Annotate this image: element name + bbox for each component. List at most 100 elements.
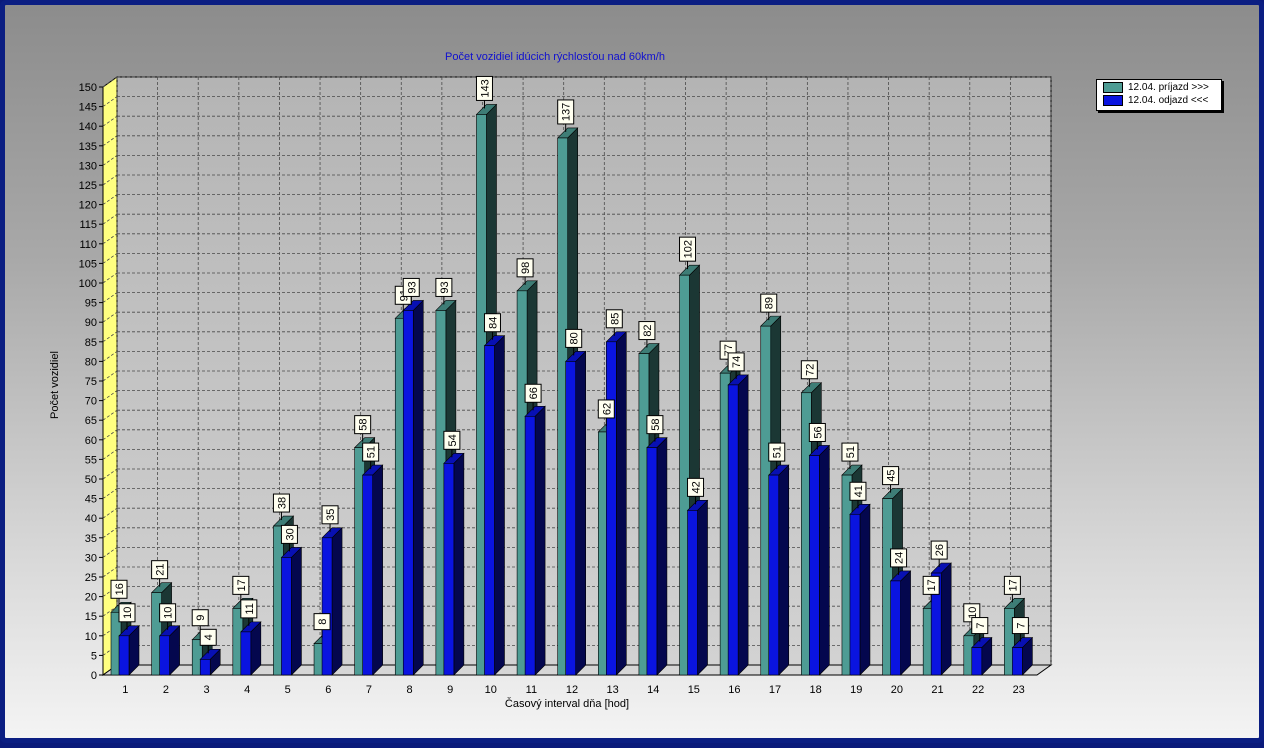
data-label-prijazd: 102 <box>683 240 695 258</box>
grid-line-side <box>102 370 118 382</box>
data-label-odjazd: 56 <box>812 426 824 438</box>
y-tick-label: 80 <box>85 356 97 368</box>
y-axis-label: Počet vozidiel <box>49 351 61 419</box>
y-tick-label: 70 <box>85 396 97 408</box>
grid-line-side <box>102 625 118 637</box>
bar-odjazd <box>159 635 170 676</box>
grid-line-side <box>102 331 118 343</box>
legend-label-prijazd: 12.04. príjazd >>> <box>1128 82 1209 94</box>
data-label-prijazd-box <box>151 560 169 580</box>
y-tick-label: 5 <box>91 650 97 662</box>
bar-odjazd <box>362 474 373 676</box>
x-axis-label: Časový interval dňa [hod] <box>505 697 629 710</box>
y-tick-label: 105 <box>79 258 97 270</box>
data-label-prijazd: 10 <box>967 607 979 619</box>
bar-odjazd <box>1012 647 1023 676</box>
data-label-prijazd: 72 <box>804 364 816 376</box>
bar-prijazd <box>679 274 690 676</box>
grid-line-side <box>102 155 118 166</box>
bar-odjazd <box>727 384 739 676</box>
bar-odjazd <box>930 572 942 676</box>
grid-line-side <box>102 605 118 617</box>
data-label-odjazd-box <box>890 548 908 568</box>
x-tick-label: 2 <box>163 684 169 696</box>
grid-line-side <box>102 449 118 460</box>
grid-line-side <box>102 527 118 539</box>
y-tick-label: 75 <box>85 376 97 388</box>
grid-line-side <box>102 292 118 303</box>
y-tick-label: 90 <box>85 317 97 329</box>
x-tick-label: 23 <box>1013 684 1025 696</box>
y-tick-label: 15 <box>85 611 97 623</box>
data-label-odjazd-box <box>687 477 705 497</box>
legend-swatch-odjazd <box>1103 95 1123 106</box>
data-label-prijazd: 93 <box>439 281 451 293</box>
data-label-odjazd: 42 <box>691 481 703 493</box>
x-tick-label: 11 <box>526 684 537 696</box>
y-tick-label: 25 <box>85 572 97 584</box>
data-label-prijazd-box <box>597 399 615 419</box>
y-tick-label: 35 <box>85 533 97 545</box>
data-label-odjazd-box <box>727 352 745 372</box>
data-label-odjazd-box <box>362 442 380 462</box>
bar-chart: Počet vozidiel idúcich rýchlosťou nad 60… <box>49 51 1053 710</box>
bar-odjazd <box>281 557 292 676</box>
grid-line-side <box>102 272 118 284</box>
bar-odjazd <box>646 447 658 676</box>
data-label-odjazd: 51 <box>366 446 378 458</box>
legend-swatch-prijazd <box>1103 82 1123 93</box>
bar-odjazd-side <box>940 562 952 676</box>
x-tick-label: 6 <box>325 684 331 696</box>
y-tick-label: 30 <box>85 552 97 564</box>
data-label-prijazd-box <box>800 360 818 380</box>
y-tick-label: 135 <box>79 141 97 153</box>
grid-line-side <box>102 390 118 401</box>
bar-odjazd <box>606 341 617 676</box>
bar-odjazd-side <box>859 503 871 676</box>
bar-odjazd <box>809 455 820 676</box>
data-label-odjazd-box <box>118 603 136 623</box>
bar-odjazd-side <box>697 499 708 676</box>
data-label-odjazd: 11 <box>244 603 256 614</box>
y-tick-label: 10 <box>85 631 97 643</box>
data-label-prijazd-box <box>272 493 290 513</box>
x-tick-label: 22 <box>972 684 984 696</box>
data-label-odjazd-box <box>849 481 867 501</box>
bar-odjazd-side <box>291 546 302 676</box>
grid-line-side <box>102 194 118 205</box>
x-tick-label: 9 <box>447 684 453 696</box>
y-tick-label: 130 <box>79 160 97 172</box>
data-label-prijazd: 137 <box>561 103 573 121</box>
bar-odjazd <box>484 345 495 676</box>
data-label-odjazd: 10 <box>122 607 134 619</box>
bar-odjazd-side <box>534 405 546 676</box>
data-label-prijazd-box <box>354 415 372 435</box>
bar-odjazd <box>118 635 130 676</box>
data-label-odjazd: 80 <box>569 332 581 344</box>
data-label-prijazd: 89 <box>764 297 776 309</box>
data-label-prijazd: 58 <box>358 419 370 431</box>
x-tick-label: 8 <box>407 684 413 696</box>
bar-odjazd-side <box>778 464 790 676</box>
data-label-prijazd-box <box>679 236 697 262</box>
legend-label-odjazd: 12.04. odjazd <<< <box>1128 95 1209 107</box>
grid-line-side <box>102 174 118 186</box>
grid-line-side <box>102 233 118 245</box>
bar-odjazd-side <box>656 436 668 676</box>
grid-line-side <box>102 351 118 362</box>
grid-line-side <box>102 213 118 225</box>
data-label-odjazd: 4 <box>203 634 215 640</box>
data-label-odjazd: 10 <box>163 607 175 619</box>
data-label-prijazd-box <box>557 99 575 125</box>
chart-title: Počet vozidiel idúcich rýchlosťou nad 60… <box>445 51 665 63</box>
data-label-prijazd: 17 <box>926 579 938 591</box>
y-tick-label: 85 <box>85 337 97 349</box>
data-label-odjazd: 54 <box>447 434 459 446</box>
bar-odjazd <box>240 631 252 676</box>
data-label-prijazd: 38 <box>276 497 288 509</box>
data-label-prijazd-box <box>1003 575 1021 595</box>
bar-odjazd <box>687 510 698 676</box>
data-label-prijazd: 143 <box>479 79 491 97</box>
x-tick-label: 5 <box>285 684 291 696</box>
legend-item-odjazd: 12.04. odjazd <<< <box>1103 95 1208 107</box>
